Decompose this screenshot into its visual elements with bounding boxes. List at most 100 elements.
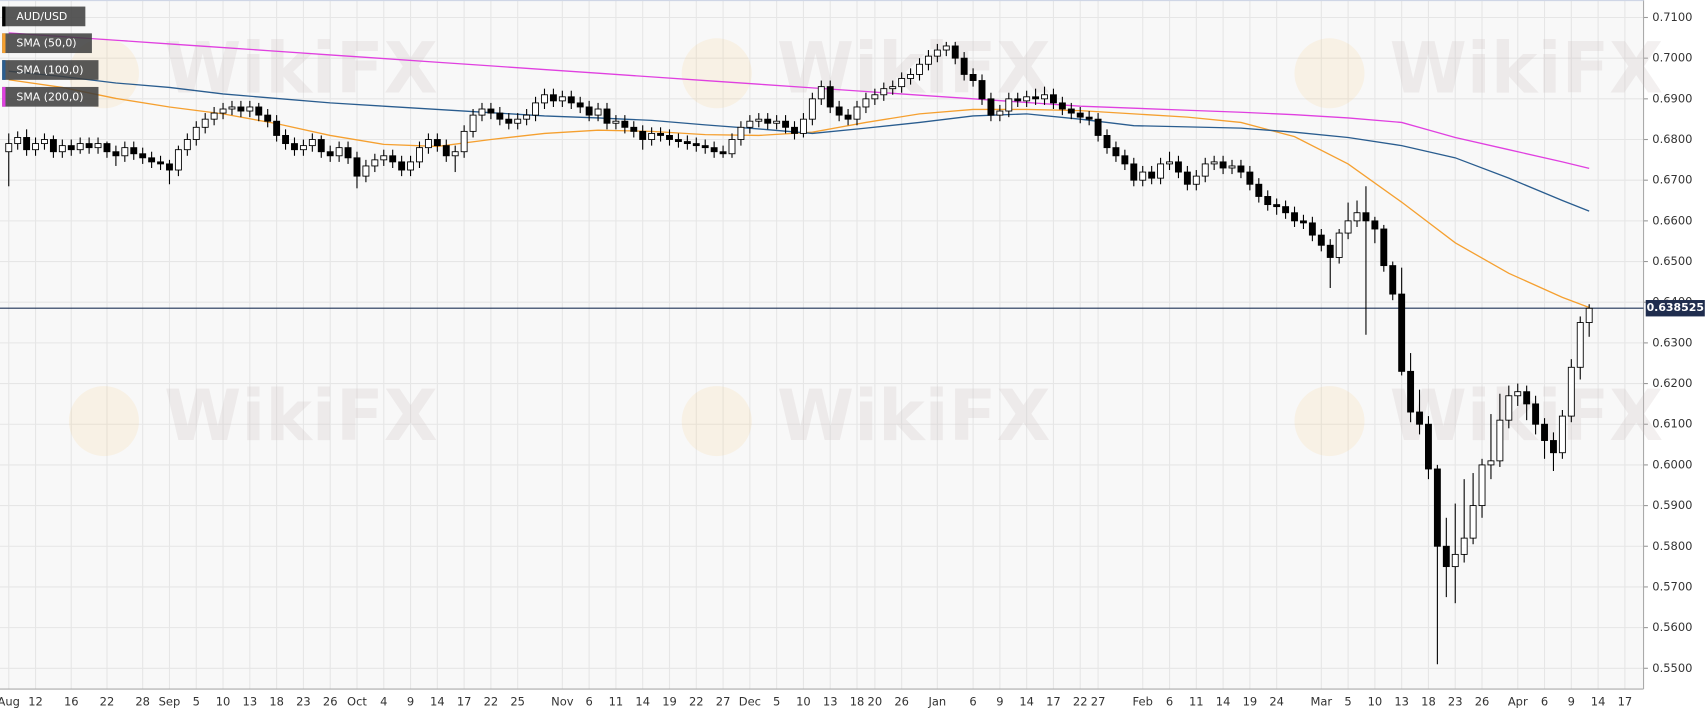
candle-body <box>41 139 48 145</box>
candle-body <box>228 106 236 110</box>
candle-body <box>166 163 173 171</box>
candle-body <box>514 118 522 124</box>
candle-body <box>1317 234 1325 246</box>
candle-body <box>273 120 281 136</box>
candle-body <box>14 137 22 145</box>
candle-body <box>996 110 1004 116</box>
candle-body <box>487 108 495 114</box>
y-tick-label: 0.5900 <box>1652 498 1692 512</box>
candle-body <box>282 135 289 145</box>
candle-body <box>237 106 245 112</box>
candle-body <box>648 132 656 140</box>
candle-body <box>1585 307 1593 323</box>
candle-body <box>1094 118 1102 136</box>
candle-body <box>1514 391 1522 397</box>
candle-body <box>1282 206 1290 214</box>
candle-body <box>326 151 334 157</box>
candle-body <box>308 139 316 147</box>
x-tick-label: 11 <box>1189 695 1204 709</box>
candle-body <box>32 143 39 151</box>
x-tick-label: Aug <box>0 695 20 709</box>
candle-body <box>657 132 665 136</box>
x-tick-label: 6 <box>1166 695 1173 709</box>
candle-body <box>1246 171 1254 185</box>
x-tick-label: Nov <box>551 695 574 709</box>
x-tick-label: 26 <box>894 695 909 709</box>
candle-body <box>969 73 977 81</box>
x-tick-label: 13 <box>823 695 838 709</box>
x-tick-label: Apr <box>1508 695 1528 709</box>
candle-body <box>728 139 736 155</box>
x-tick-label: 22 <box>1073 695 1088 709</box>
y-tick-label: 0.6900 <box>1652 91 1692 105</box>
x-tick-label: 22 <box>689 695 704 709</box>
candle-body <box>880 88 888 96</box>
x-tick-label: 23 <box>1448 695 1463 709</box>
x-tick-label: 17 <box>457 695 472 709</box>
candle-body <box>791 126 798 134</box>
x-tick-label: 14 <box>1216 695 1231 709</box>
candle-body <box>1460 537 1468 555</box>
candle-body <box>1326 244 1334 258</box>
candle-body <box>1300 220 1307 224</box>
candle-body <box>1067 108 1075 114</box>
legend-box <box>2 33 92 54</box>
x-tick-label: 10 <box>796 695 811 709</box>
candle-body <box>291 143 298 151</box>
candle-body <box>103 143 111 153</box>
candle-body <box>264 114 272 122</box>
candle-body <box>451 151 459 157</box>
candle-body <box>1478 464 1486 507</box>
candle-body <box>1371 220 1379 230</box>
candle-body <box>594 108 602 116</box>
x-tick-label: 19 <box>1243 695 1258 709</box>
watermark-logo <box>1294 38 1365 109</box>
x-tick-label: 25 <box>510 695 525 709</box>
candle-body <box>1416 411 1423 425</box>
candle-body <box>978 80 986 100</box>
candle-body <box>505 118 513 124</box>
x-tick-label: 9 <box>996 695 1003 709</box>
candle-body <box>1344 220 1352 234</box>
y-tick-label: 0.5600 <box>1652 620 1692 634</box>
candle-body <box>862 98 870 108</box>
candle-body <box>157 161 164 165</box>
candle-body <box>1273 204 1281 208</box>
x-tick-label: 5 <box>1344 695 1351 709</box>
candle-body <box>1201 163 1209 177</box>
x-tick-label: Sep <box>159 695 181 709</box>
x-tick-label: 9 <box>407 695 414 709</box>
sma-line <box>8 70 1590 212</box>
x-tick-label: 26 <box>1475 695 1490 709</box>
candle-body <box>353 157 361 177</box>
candle-body <box>407 161 415 171</box>
candle-body <box>755 118 763 122</box>
x-tick-label: 28 <box>135 695 150 709</box>
candle-body <box>1255 183 1263 197</box>
candle-body <box>960 57 968 75</box>
candle-body <box>639 130 647 140</box>
candle-body <box>1558 415 1566 454</box>
last-price-box <box>1645 300 1705 317</box>
candle-body <box>398 161 406 171</box>
candle-body <box>1121 155 1129 165</box>
y-tick-label: 0.7100 <box>1652 10 1692 24</box>
candle-body <box>674 139 682 142</box>
candle-body <box>1398 293 1406 372</box>
candle-body <box>1085 116 1093 120</box>
legend-swatch <box>2 6 6 27</box>
x-tick-label: 20 <box>868 695 883 709</box>
x-tick-label: Jan <box>928 695 947 709</box>
x-tick-label: 11 <box>609 695 624 709</box>
candle-body <box>898 78 906 88</box>
candle-body <box>1407 370 1415 413</box>
x-tick-label: 5 <box>193 695 200 709</box>
x-tick-label: 13 <box>1394 695 1409 709</box>
candle-body <box>416 147 423 163</box>
candle-body <box>174 149 182 171</box>
candle-body <box>210 112 218 120</box>
candle-body <box>889 86 897 90</box>
candle-body <box>1210 161 1218 165</box>
candle-body <box>541 94 548 104</box>
candle-body <box>58 145 66 153</box>
